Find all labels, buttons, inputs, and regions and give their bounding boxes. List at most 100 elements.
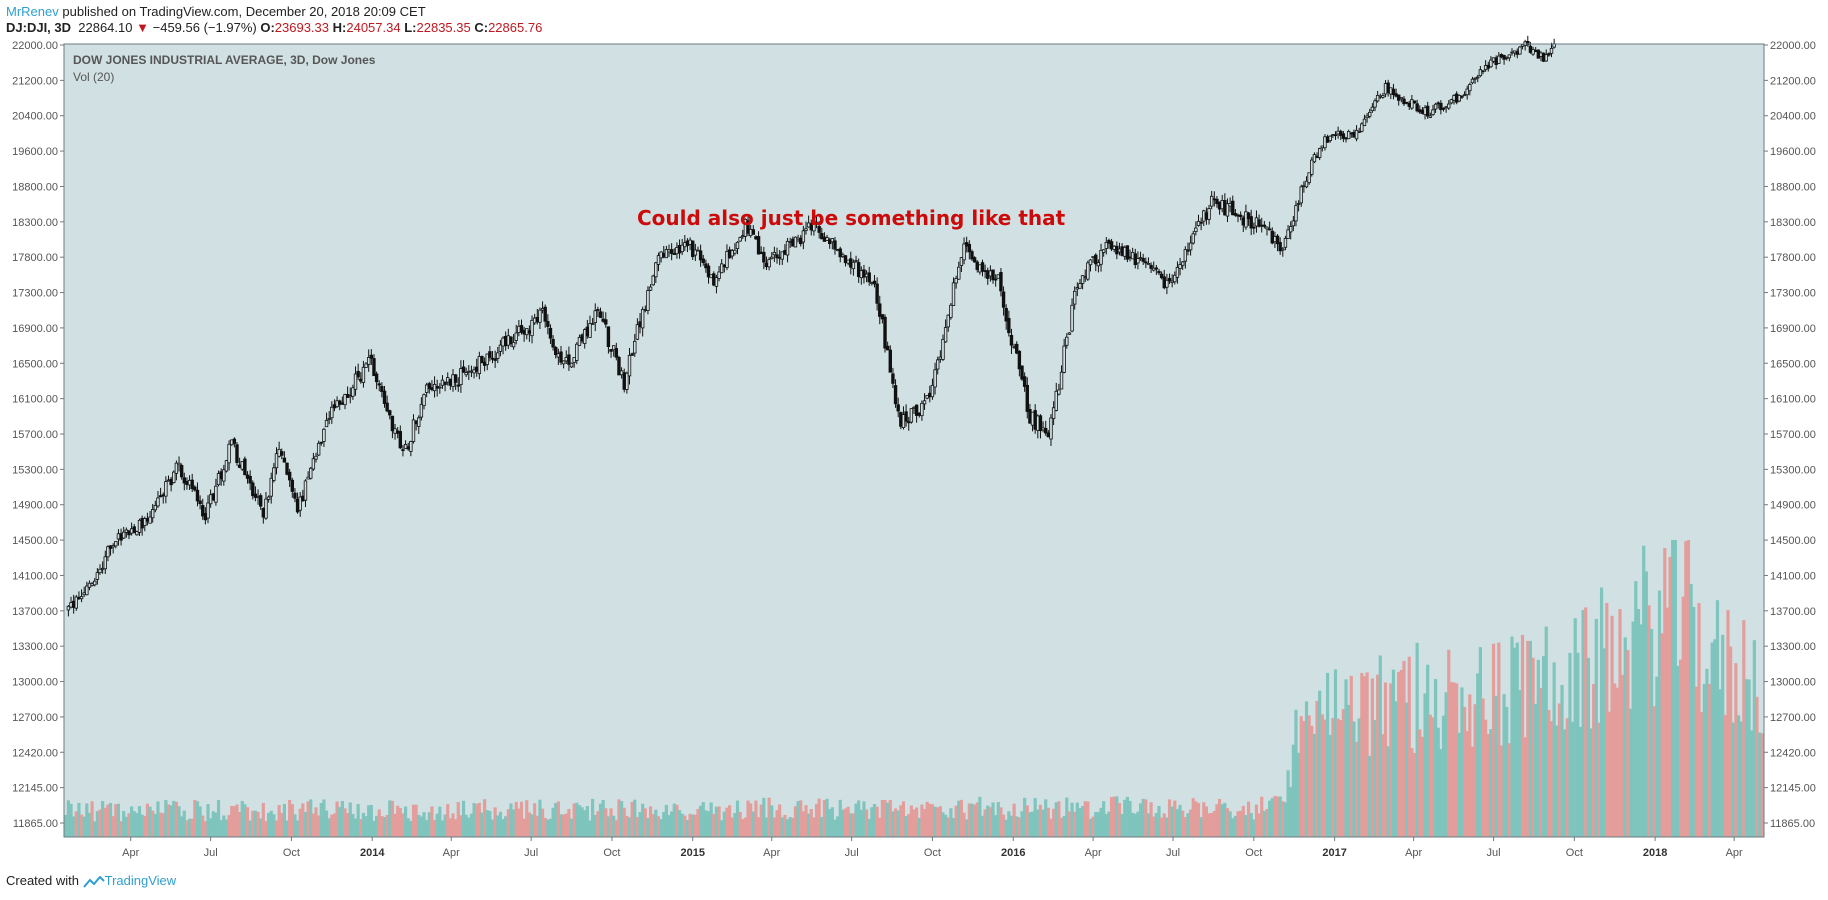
volume-bar	[967, 803, 971, 837]
volume-bar	[1033, 798, 1037, 837]
candle-body	[1125, 245, 1130, 260]
volume-bar	[266, 812, 271, 837]
volume-bar	[1647, 605, 1651, 837]
volume-bar	[1613, 683, 1617, 837]
candle-body	[417, 417, 421, 427]
candle-body	[432, 383, 437, 392]
candle-body	[617, 357, 621, 376]
candle-body	[804, 228, 808, 231]
candle-body	[899, 412, 903, 427]
volume-bar	[1628, 708, 1633, 837]
candle-body	[878, 303, 882, 317]
volume-bar	[1444, 692, 1448, 837]
candle-body	[472, 369, 476, 374]
symbol-label: DJ:DJI, 3D	[6, 20, 72, 35]
candle-body	[1357, 131, 1361, 133]
candle-body	[1510, 51, 1514, 54]
volume-bar	[90, 801, 94, 837]
volume-bar	[535, 815, 539, 837]
volume-bar	[778, 804, 782, 837]
volume-bar	[156, 801, 160, 837]
volume-bar	[1626, 650, 1630, 837]
volume-bar	[172, 800, 176, 837]
volume-bar	[988, 807, 992, 837]
candle-body	[1397, 94, 1401, 101]
volume-bar	[87, 812, 92, 837]
volume-bar	[95, 811, 99, 837]
candle-body	[651, 275, 655, 286]
candle-body	[1512, 50, 1517, 54]
volume-bar	[530, 814, 534, 837]
candle-body	[401, 449, 405, 452]
volume-bar	[1194, 801, 1198, 837]
volume-bar	[891, 811, 895, 837]
x-tick-label: Apr	[1085, 847, 1102, 859]
candle-body	[912, 406, 916, 409]
price-chart[interactable]: 11865.00 12145.00 12420.00 12700.00 13000.00…	[0, 0, 1828, 870]
candle-body	[1365, 115, 1369, 119]
volume-bar	[79, 814, 84, 837]
plot-area[interactable]	[64, 44, 1764, 837]
volume-bar	[654, 809, 658, 837]
volume-bar	[1455, 683, 1459, 837]
candle-body	[1273, 236, 1277, 243]
candle-body	[158, 495, 163, 498]
y-tick-label: 20400.00	[12, 111, 58, 123]
volume-bar	[1557, 703, 1562, 837]
candle-body	[1112, 245, 1116, 250]
x-tick-label: Apr	[1726, 847, 1743, 859]
volume-bar	[443, 814, 447, 837]
price-axis-right[interactable]: 11865.00 12145.00 12420.00 12700.00 13000.00…	[1764, 40, 1816, 830]
author-link[interactable]: MrRenev	[6, 4, 59, 19]
volume-bar	[862, 801, 866, 837]
candle-body	[490, 357, 495, 360]
candle-body	[709, 274, 713, 279]
volume-bar	[1067, 811, 1072, 837]
volume-bar	[114, 804, 118, 837]
candle-body	[862, 269, 866, 278]
volume-bar	[1478, 647, 1482, 837]
volume-bar	[1265, 809, 1269, 837]
volume-bar	[317, 815, 321, 837]
candle-body	[1476, 76, 1480, 79]
y-tick-label: 14900.00	[12, 500, 58, 512]
price-axis-left[interactable]: 11865.00 12145.00 12420.00 12700.00 13000.00…	[12, 40, 64, 830]
candle-body	[1254, 217, 1259, 227]
candle-body	[543, 306, 547, 322]
volume-bar	[1254, 804, 1259, 837]
volume-bar	[793, 806, 798, 837]
tradingview-link[interactable]: TradingView	[104, 873, 177, 888]
candle-body	[1004, 307, 1008, 322]
volume-bar	[1513, 647, 1517, 837]
volume-bar	[944, 814, 948, 837]
volume-bar	[427, 812, 431, 837]
candle-body	[132, 526, 136, 534]
time-axis[interactable]: Apr Jul Oct 2014 Apr Jul Oct 2015 Apr Jul Oct 2016 A…	[122, 837, 1743, 859]
candle-body	[764, 262, 769, 268]
candle-body	[717, 271, 721, 279]
volume-bar	[1107, 811, 1111, 837]
volume-bar	[101, 801, 105, 837]
candle-body	[482, 361, 487, 366]
candle-body	[754, 236, 758, 240]
y-tick-label: 17300.00	[1770, 288, 1816, 300]
volume-bar	[878, 817, 882, 837]
volume-bar	[382, 817, 387, 837]
candle-body	[77, 596, 81, 600]
y-tick-label: 19600.00	[1770, 146, 1816, 158]
volume-bar	[1341, 709, 1345, 837]
volume-bar	[1563, 729, 1567, 837]
volume-bar	[469, 813, 474, 837]
volume-bar	[754, 800, 758, 837]
volume-bar	[928, 803, 932, 837]
candle-body	[272, 467, 276, 481]
volume-bar	[938, 806, 942, 837]
candle-body	[1454, 93, 1459, 103]
volume-bar	[409, 820, 413, 837]
volume-bar	[1357, 718, 1361, 837]
candle-body	[295, 498, 300, 513]
candle-body	[1375, 94, 1380, 102]
volume-bar	[904, 816, 908, 837]
volume-bar	[1568, 652, 1572, 837]
volume-bar	[185, 820, 189, 837]
